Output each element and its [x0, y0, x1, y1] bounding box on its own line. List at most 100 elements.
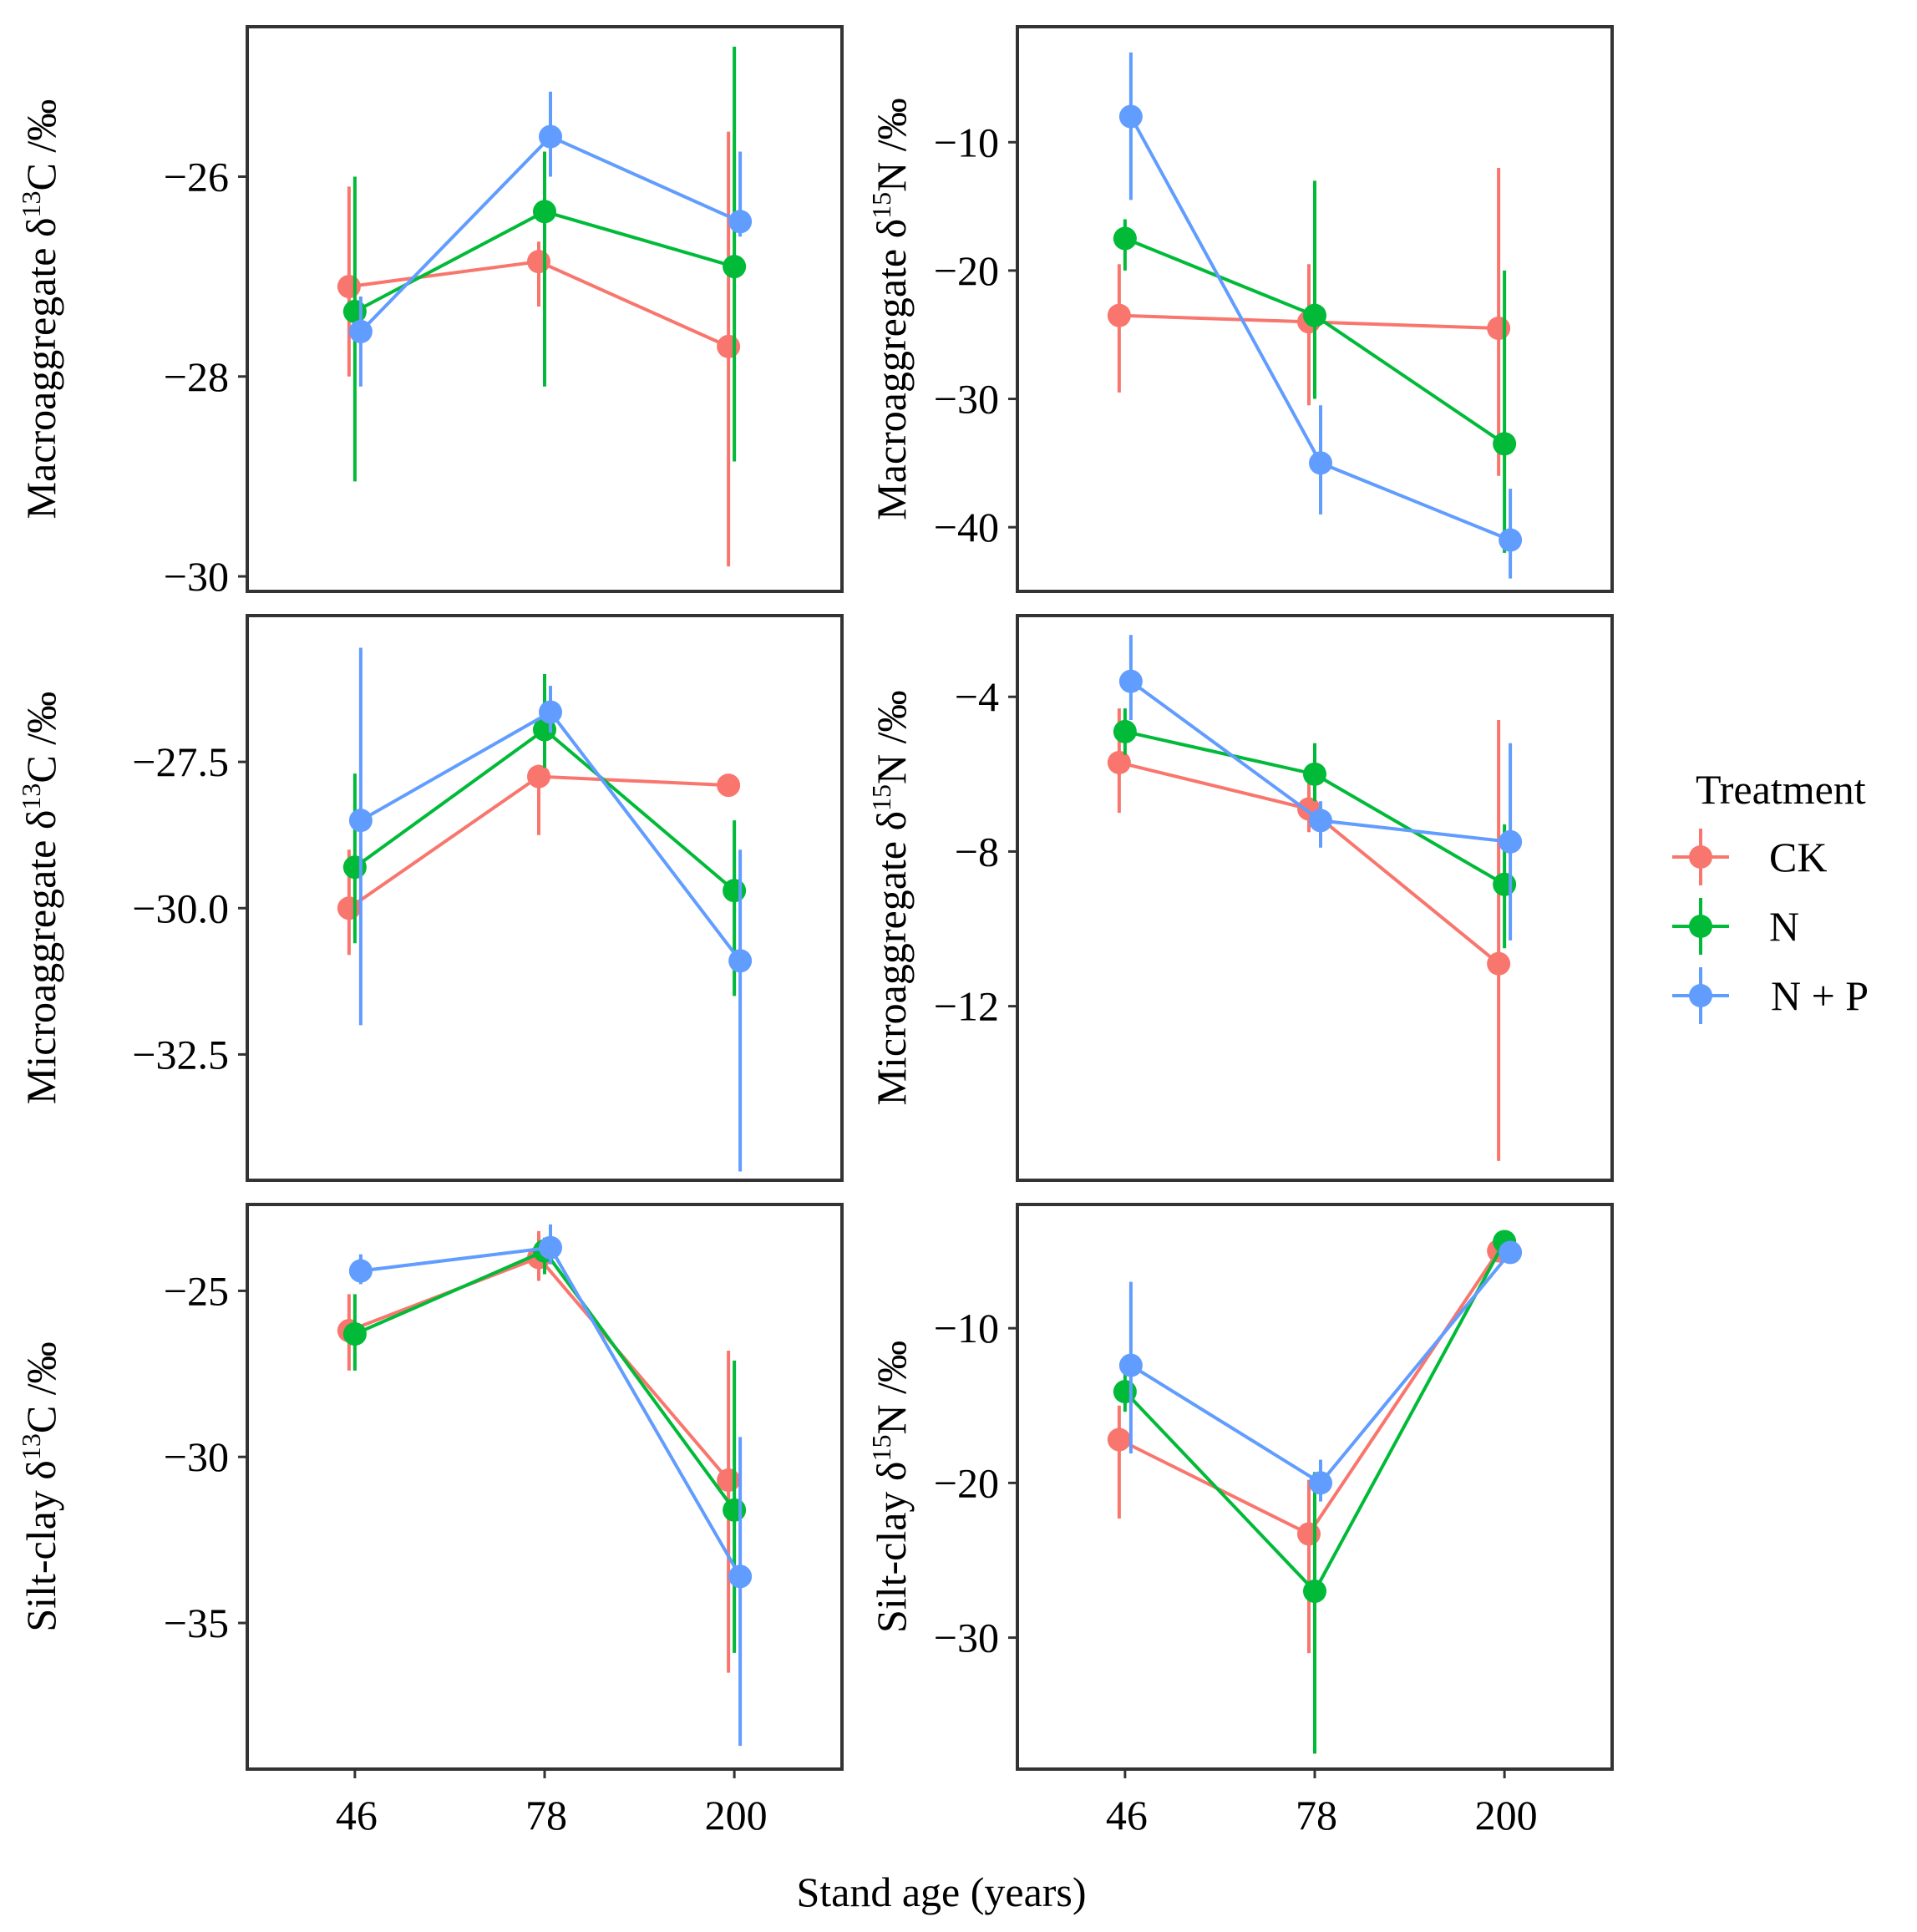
data-point	[717, 334, 741, 358]
y-tick-label: −30	[934, 376, 999, 423]
y-tick-label: −30	[164, 553, 229, 600]
y-tick-label: −40	[934, 504, 999, 550]
series-line-n-p	[359, 709, 742, 962]
data-point	[1309, 451, 1332, 475]
series-n-p	[348, 1224, 753, 1747]
panel-frame	[246, 614, 844, 1182]
data-point	[728, 1564, 753, 1589]
legend-label: N	[1769, 903, 1799, 950]
series-ck	[337, 764, 741, 956]
y-axis-title-sup: 13	[16, 190, 46, 217]
y-axis-title-prefix: Silt-clay δ	[868, 1462, 915, 1633]
y-axis-title-suffix: C /‰	[18, 692, 64, 783]
data-point	[1499, 528, 1523, 552]
y-axis-title-prefix: Microaggregate δ	[868, 811, 915, 1106]
y-axis-title-sup: 15	[866, 784, 896, 811]
y-axis-title-suffix: N /‰	[868, 98, 915, 192]
x-tick-label: 200	[1475, 1792, 1538, 1838]
y-tick-label: −8	[955, 828, 999, 875]
y-axis-title: Silt-clay δ15N /‰	[866, 1341, 915, 1633]
y-tick-label: −10	[934, 119, 999, 165]
data-point	[1487, 951, 1511, 976]
data-point	[1118, 669, 1143, 693]
panel-frame	[1016, 614, 1614, 1182]
data-point	[1493, 872, 1517, 896]
legend-title: Treatment	[1696, 766, 1866, 813]
data-point	[723, 1498, 747, 1522]
legend-key-point	[1689, 915, 1712, 938]
y-tick-label: −35	[164, 1600, 229, 1646]
series-line-ck	[348, 1255, 730, 1482]
y-axis-title-sup: 13	[16, 783, 46, 810]
y-axis-title-suffix: N /‰	[868, 1341, 915, 1435]
y-tick-label: −30	[164, 1433, 229, 1480]
panel-macro-n: −10 −20 −30 −40 Macroaggregate δ15N /‰	[866, 25, 1614, 593]
data-point	[723, 255, 747, 279]
panel-frame	[1016, 25, 1614, 593]
data-point	[1487, 317, 1511, 341]
legend-key-point	[1689, 984, 1712, 1007]
y-axis-title-sup: 15	[866, 192, 896, 219]
legend-entry-n: N	[1672, 898, 1799, 955]
data-point	[348, 1259, 373, 1283]
panel-silt-c: −25 −30 −35 Silt-clay δ13C /‰	[16, 1203, 844, 1771]
series-n-p	[348, 647, 753, 1172]
y-tick-label: −27.5	[132, 738, 229, 785]
panel-micro-n: −4 −8 −12 Microaggregate δ15N /‰	[866, 614, 1614, 1182]
panel-silt-n: −10 −20 −30 Silt-clay δ15N /‰	[866, 1203, 1614, 1771]
data-point	[527, 250, 550, 274]
series-n	[1113, 708, 1517, 949]
y-axis-title-prefix: Macroaggregate δ	[18, 217, 64, 519]
y-axis-title: Macroaggregate δ15N /‰	[866, 98, 915, 520]
y-axis-title-prefix: Microaggregate δ	[18, 810, 64, 1105]
panel-frame	[246, 1203, 844, 1771]
y-tick-label: −28	[164, 353, 229, 400]
data-point	[337, 275, 361, 299]
legend-entry-n-p: N + P	[1672, 967, 1869, 1024]
x-axis-title: Stand age (years)	[796, 1869, 1086, 1915]
y-axis-title: Silt-clay δ13C /‰	[16, 1341, 64, 1631]
legend-entries: CK N N + P	[1672, 829, 1869, 1024]
data-point	[1113, 719, 1137, 743]
series-ck	[337, 131, 741, 567]
data-point	[1493, 432, 1517, 456]
series-n	[342, 674, 747, 996]
data-point	[337, 896, 361, 920]
y-tick-label: −30	[934, 1615, 999, 1661]
series-n-p	[348, 91, 753, 387]
y-axis-title: Microaggregate δ15N /‰	[866, 690, 915, 1105]
data-point	[1499, 1240, 1523, 1265]
series-n	[1113, 180, 1517, 553]
x-tick-label: 78	[1296, 1792, 1337, 1838]
data-point	[342, 299, 367, 323]
y-tick-label: −4	[955, 673, 999, 720]
x-axes: 46 78 200 46 78 200	[336, 1769, 1538, 1838]
series-n	[342, 46, 747, 482]
data-point	[728, 210, 753, 234]
panel-frame	[246, 25, 844, 593]
y-tick-label: −26	[164, 153, 229, 200]
series-n	[342, 1237, 747, 1653]
data-point	[1303, 762, 1326, 786]
data-point	[533, 200, 556, 224]
data-point	[1303, 303, 1326, 327]
x-tick-label: 200	[705, 1792, 768, 1838]
y-tick-label: −20	[934, 1459, 999, 1506]
y-tick-label: −32.5	[132, 1031, 229, 1078]
series-n-p	[1118, 635, 1523, 941]
legend-entry-ck: CK	[1672, 829, 1827, 885]
data-point	[1303, 1580, 1326, 1604]
data-point	[1499, 829, 1523, 854]
y-axis-title: Macroaggregate δ13C /‰	[16, 99, 64, 520]
y-axis-title: Microaggregate δ13C /‰	[16, 692, 64, 1104]
data-point	[1113, 226, 1137, 251]
y-axis-title-suffix: N /‰	[868, 690, 915, 784]
data-point	[539, 1235, 562, 1260]
legend-key-point	[1689, 845, 1712, 869]
series-line-n-p	[360, 1245, 742, 1578]
series-n-p	[1118, 52, 1523, 579]
data-point	[1107, 303, 1131, 327]
legend-label: N + P	[1771, 972, 1869, 1019]
data-point	[717, 773, 741, 798]
